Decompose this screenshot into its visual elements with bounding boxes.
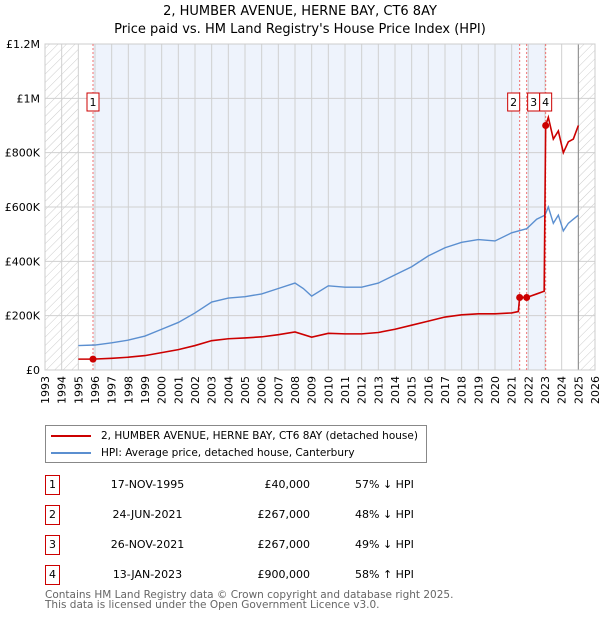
transaction-price: £40,000	[264, 478, 311, 491]
x-tick-label: 2022	[522, 376, 535, 404]
y-tick-label: £800K	[5, 147, 41, 160]
transaction-row: 4 13-JAN-2023 £900,000 58% ↑ HPI	[45, 565, 465, 585]
y-tick-label: £1.2M	[6, 38, 40, 51]
sale-point	[516, 293, 524, 301]
x-tick-label: 2005	[239, 376, 252, 404]
marker-badge	[539, 92, 553, 112]
transaction-row: 2 24-JUN-2021 £267,000 48% ↓ HPI	[45, 505, 465, 525]
x-tick-label: 1995	[72, 376, 85, 404]
y-tick-label: £600K	[5, 201, 41, 214]
x-tick-label: 2013	[372, 376, 385, 404]
marker-badge	[507, 92, 521, 112]
sale-point	[89, 355, 97, 363]
marker-badge: 2	[45, 505, 60, 525]
x-tick-label: 2023	[539, 376, 552, 404]
chart-title: 2, HUMBER AVENUE, HERNE BAY, CT6 8AY	[163, 4, 437, 19]
transaction-date: 24-JUN-2021	[112, 508, 183, 521]
y-tick-label: £0	[26, 364, 40, 377]
x-tick-label: 2001	[172, 376, 185, 404]
copyright-text: Contains HM Land Registry data © Crown c…	[45, 589, 454, 601]
transaction-row: 1 17-NOV-1995 £40,000 57% ↓ HPI	[45, 475, 465, 495]
legend-label: 2, HUMBER AVENUE, HERNE BAY, CT6 8AY (de…	[101, 430, 418, 442]
x-tick-label: 2012	[356, 376, 369, 404]
x-tick-label: 2004	[222, 376, 235, 404]
price-chart: 1993 1994 1995 1996 1997 1998 1999 2000 2001 2002…	[5, 38, 600, 404]
marker-badge: 1	[45, 475, 60, 495]
x-tick-label: 1997	[106, 376, 119, 404]
plot-border	[44, 43, 596, 371]
hpi-diff: 48% ↓ HPI	[355, 508, 414, 521]
sale-point	[523, 293, 531, 301]
x-tick-label: 2008	[289, 376, 302, 404]
x-tick-label: 2010	[322, 376, 335, 404]
marker-label: 1	[90, 96, 97, 109]
transaction-price: £900,000	[257, 568, 311, 581]
marker-badge: 4	[45, 565, 60, 585]
chart-subtitle: Price paid vs. HM Land Registry's House …	[114, 22, 486, 37]
legend: 2, HUMBER AVENUE, HERNE BAY, CT6 8AY (de…	[45, 425, 427, 463]
transaction-date: 17-NOV-1995	[110, 478, 185, 491]
x-tick-label: 2016	[422, 376, 435, 404]
marker-badge	[86, 92, 100, 112]
hpi-diff: 49% ↓ HPI	[355, 538, 414, 551]
legend-swatch-red	[51, 435, 91, 437]
x-tick-label: 2014	[389, 376, 402, 404]
x-tick-label: 1998	[122, 376, 135, 404]
transaction-row: 3 26-NOV-2021 £267,000 49% ↓ HPI	[45, 535, 465, 555]
legend-item-hpi: HPI: Average price, detached house, Cant…	[51, 445, 355, 461]
y-tick-label: £200K	[5, 310, 41, 323]
x-tick-label: 2000	[156, 376, 169, 404]
licence-text: This data is licensed under the Open Gov…	[45, 599, 380, 611]
x-tick-label: 2025	[572, 376, 585, 404]
marker-label: 3	[530, 96, 537, 109]
x-tick-label: 1994	[56, 376, 69, 404]
x-tick-label: 2026	[589, 376, 600, 404]
x-tick-label: 2015	[406, 376, 419, 404]
y-tick-label: £1M	[17, 92, 41, 105]
x-tick-label: 2018	[456, 376, 469, 404]
x-tick-label: 2024	[556, 376, 569, 404]
x-tick-label: 2017	[439, 376, 452, 404]
transaction-price: £267,000	[257, 508, 311, 521]
y-tick-label: £400K	[5, 255, 41, 268]
x-tick-label: 2002	[189, 376, 202, 404]
x-tick-label: 2019	[472, 376, 485, 404]
marker-badge: 3	[45, 535, 60, 555]
x-tick-label: 2006	[256, 376, 269, 404]
sale-point	[542, 122, 550, 129]
x-tick-label: 2020	[489, 376, 502, 404]
legend-label: HPI: Average price, detached house, Cant…	[101, 447, 355, 459]
legend-swatch-blue	[51, 452, 91, 454]
marker-label: 2	[510, 96, 517, 109]
hpi-diff: 57% ↓ HPI	[355, 478, 414, 491]
transaction-date: 26-NOV-2021	[110, 538, 185, 551]
x-tick-label: 1999	[139, 376, 152, 404]
x-tick-label: 2011	[339, 376, 352, 404]
transaction-date: 13-JAN-2023	[112, 568, 183, 581]
marker-label: 4	[542, 96, 549, 109]
x-tick-label: 1996	[89, 376, 102, 404]
x-tick-label: 2021	[506, 376, 519, 404]
x-tick-label: 2007	[272, 376, 285, 404]
hpi-diff: 58% ↑ HPI	[355, 568, 414, 581]
footer: Contains HM Land Registry data © Crown c…	[45, 589, 454, 611]
x-tick-label: 2009	[306, 376, 319, 404]
legend-item-property: 2, HUMBER AVENUE, HERNE BAY, CT6 8AY (de…	[51, 428, 418, 444]
price-paid-line	[78, 114, 580, 360]
x-tick-label: 1993	[39, 376, 52, 404]
x-tick-label: 2003	[206, 376, 219, 404]
hpi-line	[78, 204, 579, 347]
transaction-price: £267,000	[257, 538, 311, 551]
